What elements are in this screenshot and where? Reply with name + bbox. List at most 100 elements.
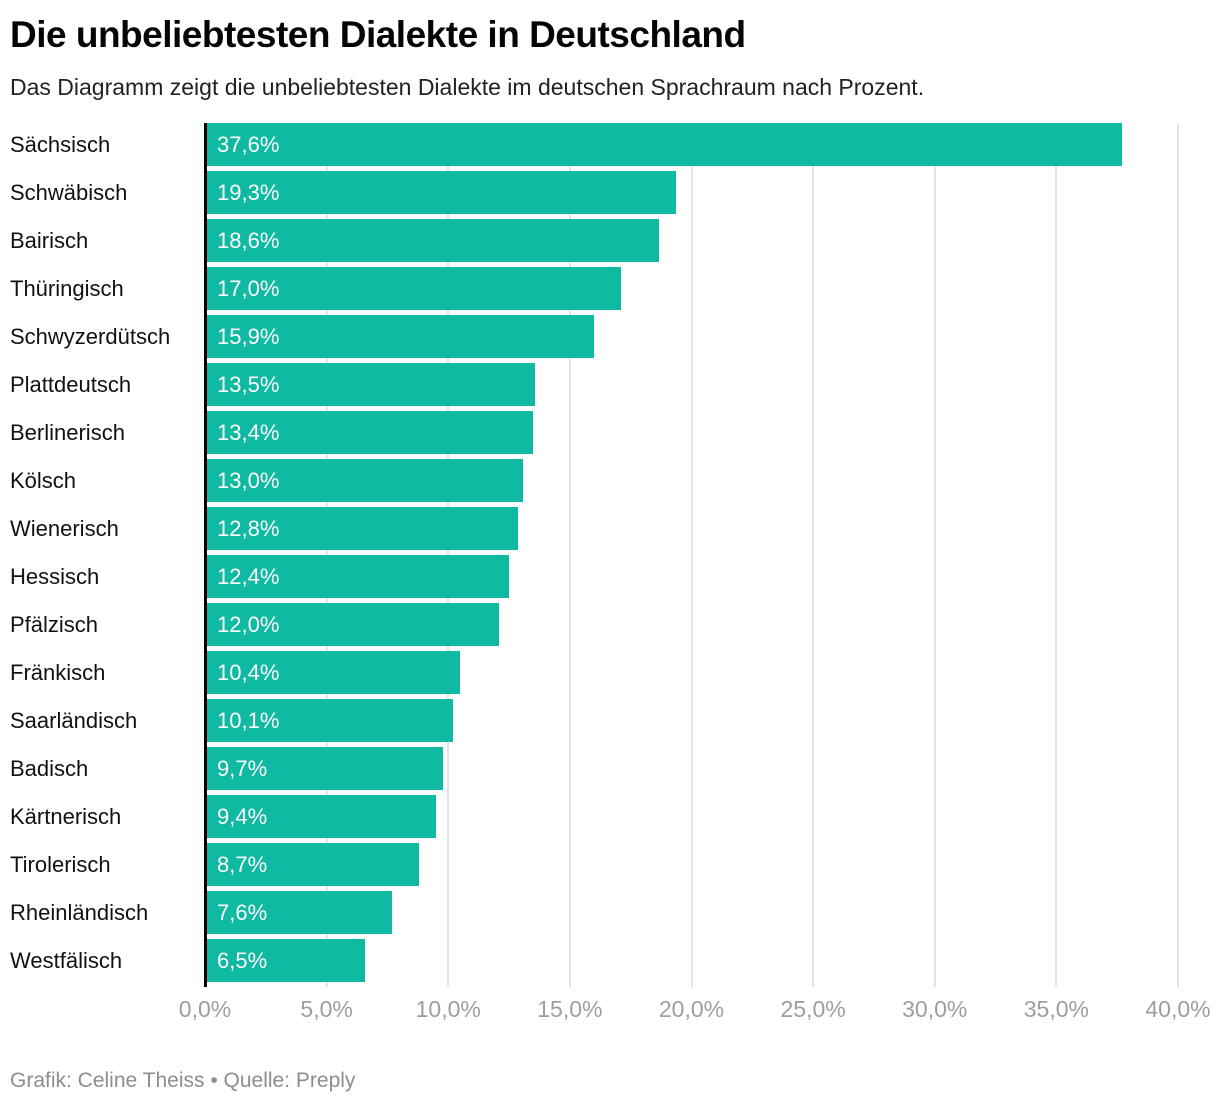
bar <box>207 891 392 935</box>
x-tick-label: 20,0% <box>658 996 725 1023</box>
gridline-25 <box>812 123 815 988</box>
value-label: 13,0% <box>217 468 280 494</box>
bar <box>207 603 499 647</box>
category-label: Saarländisch <box>10 708 138 734</box>
value-label: 13,5% <box>217 372 280 398</box>
x-tick-label: 40,0% <box>1145 996 1211 1023</box>
chart-row: Berlinerisch 13,4% <box>0 411 1220 459</box>
category-label: Thüringisch <box>10 276 124 302</box>
category-label: Schwäbisch <box>10 180 128 206</box>
x-tick-label: 5,0% <box>300 996 353 1023</box>
category-label: Hessisch <box>10 564 100 590</box>
bar-area: 8,7% <box>205 843 1178 887</box>
category-label: Badisch <box>10 756 89 782</box>
chart-row: Bairisch 18,6% <box>0 219 1220 267</box>
category-label: Berlinerisch <box>10 420 125 446</box>
bar <box>207 219 660 263</box>
x-tick-label: 30,0% <box>902 996 968 1023</box>
bar <box>207 555 509 599</box>
category-label: Kölsch <box>10 468 77 494</box>
bar <box>207 123 1122 167</box>
chart-row: Schwyzerdütsch 15,9% <box>0 315 1220 363</box>
chart-footer: Grafik: Celine Theiss • Quelle: Preply <box>0 1069 1220 1093</box>
value-label: 12,8% <box>217 516 280 542</box>
gridline-35 <box>1055 123 1058 988</box>
bar-area: 6,5% <box>205 939 1178 983</box>
bar-area: 37,6% <box>205 123 1178 167</box>
chart-row: Kölsch 13,0% <box>0 459 1220 507</box>
bar-rows: Sächsisch 37,6% Schwäbisch 19,3% Bairisch 18,… <box>0 123 1220 987</box>
category-label: Bairisch <box>10 228 89 254</box>
gridline-40 <box>1177 123 1179 988</box>
value-label: 10,4% <box>217 660 280 686</box>
bar <box>207 747 443 791</box>
chart-row: Kärtnerisch 9,4% <box>0 795 1220 843</box>
chart-row: Tirolerisch 8,7% <box>0 843 1220 891</box>
gridline-15 <box>568 123 571 988</box>
chart-row: Badisch 9,7% <box>0 747 1220 795</box>
value-label: 10,1% <box>217 708 280 734</box>
bar <box>207 843 419 887</box>
y-axis-line <box>204 123 207 988</box>
x-tick-label: 25,0% <box>780 996 846 1023</box>
chart-row: Fränkisch 10,4% <box>0 651 1220 699</box>
category-label: Tirolerisch <box>10 852 111 878</box>
chart-row: Schwäbisch 19,3% <box>0 171 1220 219</box>
category-label: Rheinländisch <box>10 900 149 926</box>
chart-row: Saarländisch 10,1% <box>0 699 1220 747</box>
value-label: 12,0% <box>217 612 280 638</box>
chart-row: Hessisch 12,4% <box>0 555 1220 603</box>
bar-chart: Sächsisch 37,6% Schwäbisch 19,3% Bairisch 18,… <box>0 123 1220 988</box>
value-label: 13,4% <box>217 420 280 446</box>
chart-header: Die unbeliebtesten Dialekte in Deutschla… <box>0 0 1220 101</box>
bar-area: 9,4% <box>205 795 1178 839</box>
chart-subtitle: Das Diagramm zeigt die unbeliebtesten Di… <box>10 73 925 100</box>
bar-area: 13,4% <box>205 411 1178 455</box>
bar <box>207 939 366 983</box>
chart-row: Westfälisch 6,5% <box>0 939 1220 987</box>
chart-row: Sächsisch 37,6% <box>0 123 1220 171</box>
value-label: 9,4% <box>217 804 268 830</box>
value-label: 9,7% <box>217 756 268 782</box>
x-tick-label: 35,0% <box>1023 996 1089 1023</box>
credit-text: Grafik: Celine Theiss • Quelle: Preply <box>10 1069 356 1093</box>
category-label: Pfälzisch <box>10 612 99 638</box>
bar-area: 19,3% <box>205 171 1178 215</box>
bar-area: 13,0% <box>205 459 1178 503</box>
x-axis: 0,0% 5,0% 10,0% 15,0% 20,0% 25,0% 30,0% 35,0% 40… <box>0 996 1220 1030</box>
value-label: 6,5% <box>217 948 268 974</box>
page-title: Die unbeliebtesten Dialekte in Deutschla… <box>10 14 746 55</box>
category-label: Westfälisch <box>10 948 123 974</box>
bar <box>207 363 536 407</box>
value-label: 7,6% <box>217 900 268 926</box>
category-label: Kärtnerisch <box>10 804 122 830</box>
value-label: 18,6% <box>217 228 280 254</box>
category-label: Schwyzerdütsch <box>10 324 171 350</box>
bar <box>207 651 460 695</box>
gridline-30 <box>933 123 936 988</box>
chart-row: Plattdeutsch 13,5% <box>0 363 1220 411</box>
bar <box>207 507 519 551</box>
bar-area: 15,9% <box>205 315 1178 359</box>
bar <box>207 795 436 839</box>
bar-area: 17,0% <box>205 267 1178 311</box>
bar-area: 7,6% <box>205 891 1178 935</box>
bar <box>207 267 621 311</box>
bar-area: 12,4% <box>205 555 1178 599</box>
value-label: 15,9% <box>217 324 280 350</box>
x-tick-label: 10,0% <box>415 996 481 1023</box>
bar-area: 9,7% <box>205 747 1178 791</box>
category-label: Plattdeutsch <box>10 372 132 398</box>
category-label: Fränkisch <box>10 660 106 686</box>
category-label: Sächsisch <box>10 132 111 158</box>
chart-row: Wienerisch 12,8% <box>0 507 1220 555</box>
value-label: 12,4% <box>217 564 280 590</box>
x-tick-label: 15,0% <box>537 996 603 1023</box>
bar-area: 10,1% <box>205 699 1178 743</box>
value-label: 8,7% <box>217 852 268 878</box>
bar <box>207 699 453 743</box>
x-tick-label: 0,0% <box>178 996 232 1023</box>
bar <box>207 411 533 455</box>
bar-area: 12,0% <box>205 603 1178 647</box>
chart-row: Rheinländisch 7,6% <box>0 891 1220 939</box>
